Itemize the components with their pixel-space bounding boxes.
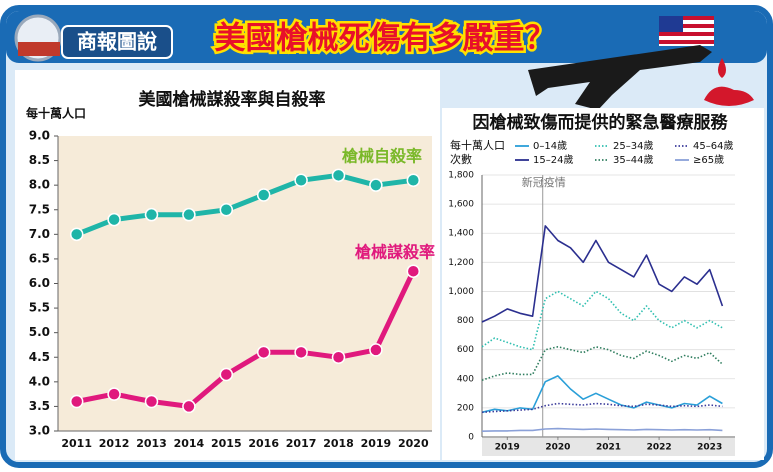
y-tick-label: 5.0 (29, 325, 50, 339)
x-axis-band (482, 438, 735, 456)
chart-title: 美國槍械謀殺率與自殺率 (139, 89, 326, 110)
series-line (481, 290, 723, 351)
x-tick-label: 2020 (545, 443, 570, 453)
legend-label: 15–24歲 (533, 153, 573, 166)
point (144, 207, 159, 222)
series-line (481, 375, 723, 414)
point (294, 345, 308, 360)
point (219, 203, 234, 217)
y-tick-label: 400 (457, 374, 474, 384)
y-tick-label: 6.5 (29, 251, 50, 265)
point (369, 178, 383, 192)
chart-title: 因槍械致傷而提供的緊急醫療服務 (473, 112, 729, 133)
y-tick-label: 800 (457, 316, 474, 326)
y-tick-label: 8.5 (29, 153, 50, 167)
y-tick-label: 8.0 (29, 178, 50, 192)
series-label: 槍械謀殺率 (355, 243, 435, 262)
series-line (481, 225, 724, 323)
main-title: 美國槍械死傷有多嚴重？ (215, 21, 556, 57)
x-tick-label: 2022 (647, 443, 672, 453)
series-label: 槍械自殺率 (342, 147, 422, 166)
point (369, 343, 383, 357)
badge: 商報圖說 (77, 30, 157, 54)
x-tick-label: 2023 (697, 443, 722, 453)
y-axis-label: 每十萬人口 (26, 106, 86, 121)
y-tick-label: 1,600 (448, 200, 474, 210)
legend-label: 35–44歲 (613, 153, 653, 166)
point (406, 264, 421, 278)
y-tick-label: 3.0 (29, 424, 50, 438)
y-tick-label: 7.0 (29, 227, 50, 241)
x-tick-label: 2019 (361, 437, 392, 450)
flag (659, 16, 714, 46)
x-tick-label: 2013 (136, 437, 167, 450)
y-tick-label: 5.5 (29, 301, 50, 315)
legend-label: 0–14歲 (533, 139, 567, 152)
point (331, 168, 346, 183)
point (182, 207, 196, 222)
y-tick-label: 6.0 (29, 276, 50, 290)
point (256, 345, 271, 360)
y-tick-label: 1,400 (448, 229, 474, 239)
x-tick-label: 2018 (323, 437, 354, 450)
y-axis-label: 次數 (450, 152, 472, 166)
y-tick-label: 1,800 (448, 171, 474, 181)
x-tick-label: 2014 (174, 437, 205, 450)
series-line (75, 172, 414, 237)
y-tick-label: 9.0 (29, 129, 50, 143)
y-axis-label: 每十萬人口 (450, 138, 505, 152)
y-tick-label: 600 (457, 345, 474, 355)
y-tick-label: 1,200 (448, 258, 474, 268)
blood-icon (704, 58, 754, 106)
x-tick-label: 2015 (211, 437, 242, 450)
y-tick-label: 7.5 (29, 202, 50, 216)
x-tick-label: 2019 (495, 443, 520, 453)
x-tick-label: 2017 (286, 437, 317, 450)
y-tick-label: 4.0 (29, 374, 50, 388)
point (294, 173, 308, 187)
point (69, 227, 84, 242)
y-tick-label: 0 (468, 433, 474, 443)
legend-label: 45–64歲 (693, 139, 733, 152)
x-tick-label: 2021 (596, 443, 621, 453)
book-icon (18, 42, 60, 56)
legend-label: 25–34歲 (613, 139, 653, 152)
series-line (481, 427, 723, 432)
point (69, 394, 84, 409)
annotation: 新冠疫情 (522, 175, 566, 189)
x-tick-label: 2020 (398, 437, 429, 450)
point (256, 188, 271, 202)
rifle-icon (528, 45, 712, 110)
y-tick-label: 200 (457, 403, 474, 413)
point (406, 173, 421, 187)
point (107, 387, 121, 401)
point (107, 212, 121, 227)
badge-box (61, 25, 173, 59)
point (219, 367, 234, 382)
point (331, 350, 346, 364)
point (182, 399, 196, 414)
y-tick-label: 3.5 (29, 399, 50, 413)
point (144, 394, 159, 409)
legend-label: ≥65歲 (693, 153, 724, 166)
x-tick-label: 2012 (99, 437, 130, 450)
y-tick-label: 4.5 (29, 350, 50, 364)
series-line (76, 270, 416, 409)
y-tick-label: 1,000 (448, 287, 474, 297)
header-band (6, 11, 767, 63)
x-tick-label: 2016 (248, 437, 279, 450)
panel-right (442, 108, 764, 460)
x-tick-label: 2011 (61, 437, 92, 450)
